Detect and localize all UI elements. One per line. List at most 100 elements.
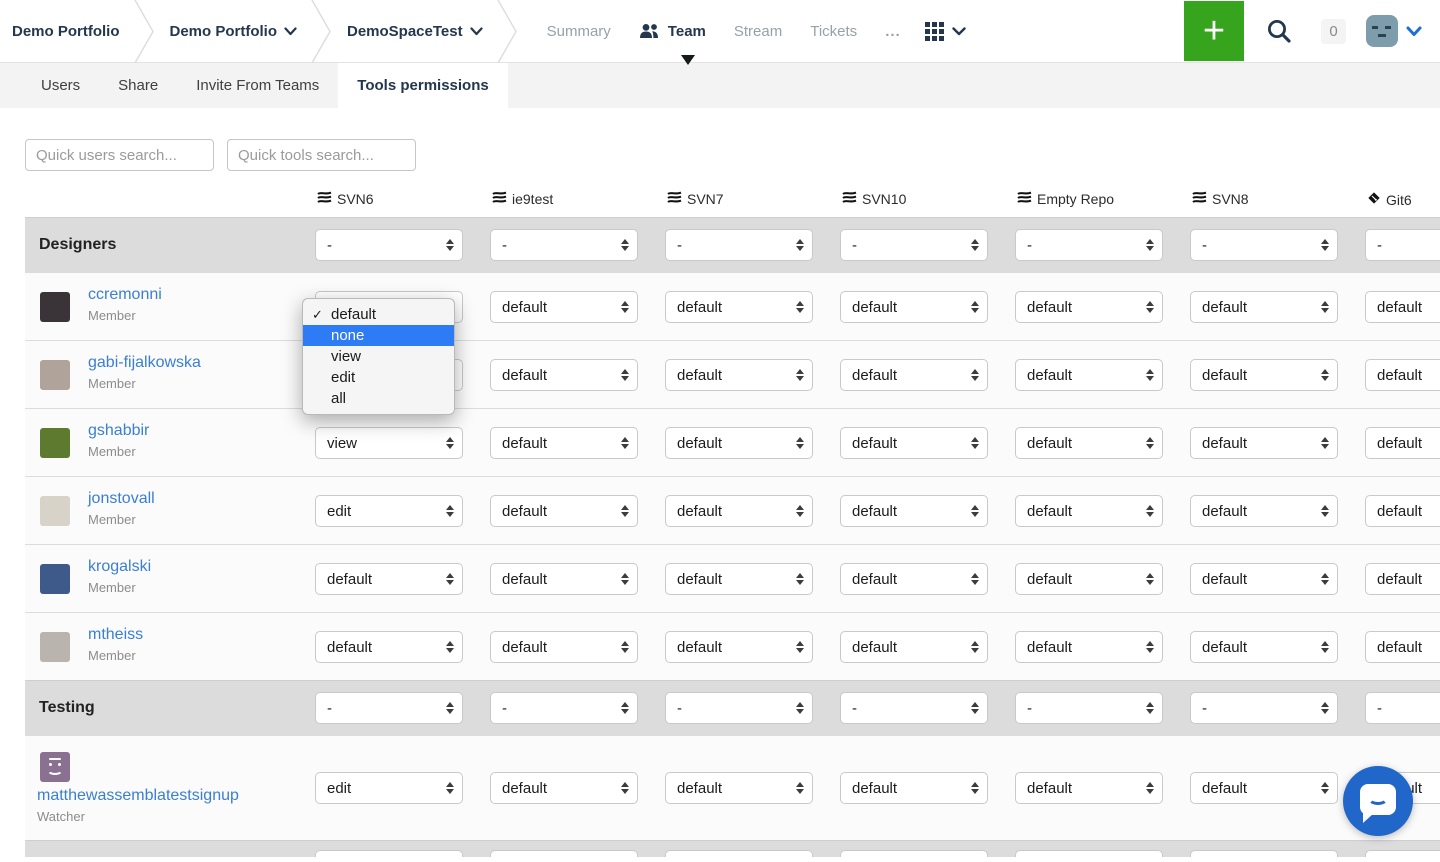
avatar[interactable] xyxy=(40,360,70,390)
permission-select[interactable]: default xyxy=(665,631,813,663)
permission-select[interactable] xyxy=(490,850,638,857)
permission-select[interactable]: default xyxy=(490,631,638,663)
permission-select[interactable]: - xyxy=(665,229,813,261)
nav-tickets[interactable]: Tickets xyxy=(796,23,871,40)
permission-select[interactable]: - xyxy=(490,229,638,261)
avatar[interactable] xyxy=(40,428,70,458)
permission-select[interactable]: default xyxy=(1015,427,1163,459)
permission-select[interactable]: edit xyxy=(315,772,463,804)
permission-select[interactable]: default xyxy=(490,291,638,323)
permission-select[interactable] xyxy=(665,850,813,857)
user-name-link[interactable]: gshabbir xyxy=(88,422,150,439)
permission-select[interactable]: default xyxy=(1365,427,1440,459)
apps-grid-button[interactable] xyxy=(915,21,976,41)
tab-tools-permissions[interactable]: Tools permissions xyxy=(338,63,508,108)
user-name-link[interactable]: matthewassemblatestsignup xyxy=(37,787,239,804)
permission-select[interactable]: - xyxy=(840,229,988,261)
permission-select[interactable]: - xyxy=(1190,229,1338,261)
breadcrumb-portfolio-dropdown[interactable]: Demo Portfolio xyxy=(156,23,312,40)
breadcrumb-space-dropdown[interactable]: DemoSpaceTest xyxy=(333,23,497,40)
menu-option-edit[interactable]: edit xyxy=(303,367,454,388)
avatar[interactable] xyxy=(40,496,70,526)
permission-select[interactable]: default xyxy=(1190,495,1338,527)
add-button[interactable]: + xyxy=(1184,1,1244,61)
permission-select[interactable]: edit xyxy=(315,495,463,527)
avatar[interactable] xyxy=(40,292,70,322)
permission-select[interactable]: default xyxy=(1365,495,1440,527)
permission-select[interactable]: default xyxy=(490,359,638,391)
chat-launcher-button[interactable] xyxy=(1343,766,1413,836)
permission-select[interactable]: default xyxy=(665,291,813,323)
user-name-link[interactable]: mtheiss xyxy=(88,626,144,643)
user-name-link[interactable]: ccremonni xyxy=(88,286,162,303)
user-name-link[interactable]: gabi-fijalkowska xyxy=(88,354,201,371)
permission-select[interactable]: default xyxy=(1015,772,1163,804)
permission-select[interactable]: - xyxy=(840,692,988,724)
permission-select[interactable] xyxy=(1190,850,1338,857)
permission-select[interactable]: default xyxy=(1365,291,1440,323)
permission-select[interactable]: - xyxy=(1365,229,1440,261)
permission-select[interactable]: default xyxy=(665,427,813,459)
permission-select[interactable] xyxy=(315,850,463,857)
nav-team[interactable]: Team xyxy=(625,23,720,40)
permission-select[interactable]: - xyxy=(1015,692,1163,724)
permission-select[interactable]: default xyxy=(1365,359,1440,391)
menu-option-all[interactable]: all xyxy=(303,388,454,409)
permission-select[interactable]: default xyxy=(490,772,638,804)
permission-select[interactable]: default xyxy=(1190,631,1338,663)
permission-select[interactable]: - xyxy=(315,229,463,261)
permission-select[interactable]: - xyxy=(665,692,813,724)
permission-select[interactable]: default xyxy=(840,772,988,804)
permission-select[interactable]: default xyxy=(1190,563,1338,595)
permission-select[interactable]: default xyxy=(840,495,988,527)
menu-option-none[interactable]: none xyxy=(303,325,454,346)
permission-select[interactable]: default xyxy=(1190,772,1338,804)
avatar[interactable] xyxy=(40,752,70,782)
avatar[interactable] xyxy=(40,564,70,594)
permission-select[interactable]: default xyxy=(315,631,463,663)
permission-select[interactable]: default xyxy=(665,495,813,527)
permission-select[interactable]: default xyxy=(1365,563,1440,595)
nav-more[interactable]: ... xyxy=(871,23,915,40)
permission-select[interactable]: view xyxy=(315,427,463,459)
breadcrumb-portfolio[interactable]: Demo Portfolio xyxy=(0,23,134,40)
permission-select[interactable]: default xyxy=(315,563,463,595)
permission-select[interactable]: default xyxy=(665,563,813,595)
quick-users-search-input[interactable] xyxy=(25,139,214,171)
nav-summary[interactable]: Summary xyxy=(533,23,625,40)
permission-select[interactable] xyxy=(1015,850,1163,857)
permission-select[interactable] xyxy=(1365,850,1440,857)
permission-select[interactable]: default xyxy=(490,563,638,595)
permission-select[interactable]: default xyxy=(1190,427,1338,459)
avatar[interactable] xyxy=(40,632,70,662)
permission-select[interactable]: default xyxy=(490,495,638,527)
permission-select[interactable]: default xyxy=(840,427,988,459)
permission-select[interactable]: default xyxy=(1015,631,1163,663)
permission-select[interactable]: default xyxy=(1015,495,1163,527)
permission-select[interactable]: - xyxy=(1015,229,1163,261)
permission-select[interactable]: default xyxy=(1190,291,1338,323)
permission-select[interactable]: default xyxy=(840,563,988,595)
menu-option-view[interactable]: view xyxy=(303,346,454,367)
user-menu-button[interactable] xyxy=(1406,26,1422,37)
tab-share[interactable]: Share xyxy=(118,77,159,94)
permission-select[interactable] xyxy=(840,850,988,857)
permission-select[interactable]: default xyxy=(840,631,988,663)
user-avatar[interactable] xyxy=(1366,15,1398,47)
permission-select[interactable]: - xyxy=(1190,692,1338,724)
tab-invite-from-teams[interactable]: Invite From Teams xyxy=(196,77,320,94)
user-name-link[interactable]: krogalski xyxy=(88,558,152,575)
menu-option-default[interactable]: ✓ default xyxy=(303,304,454,325)
permission-select[interactable]: default xyxy=(1015,291,1163,323)
permission-select[interactable]: - xyxy=(490,692,638,724)
notification-count-badge[interactable]: 0 xyxy=(1321,18,1346,44)
nav-stream[interactable]: Stream xyxy=(720,23,796,40)
permission-select[interactable]: default xyxy=(840,291,988,323)
quick-tools-search-input[interactable] xyxy=(227,139,416,171)
permission-select[interactable]: default xyxy=(1015,563,1163,595)
permission-select[interactable]: default xyxy=(1365,631,1440,663)
tab-users[interactable]: Users xyxy=(41,77,81,94)
permission-select[interactable]: default xyxy=(665,359,813,391)
search-button[interactable] xyxy=(1266,18,1293,45)
permission-select[interactable]: - xyxy=(315,692,463,724)
